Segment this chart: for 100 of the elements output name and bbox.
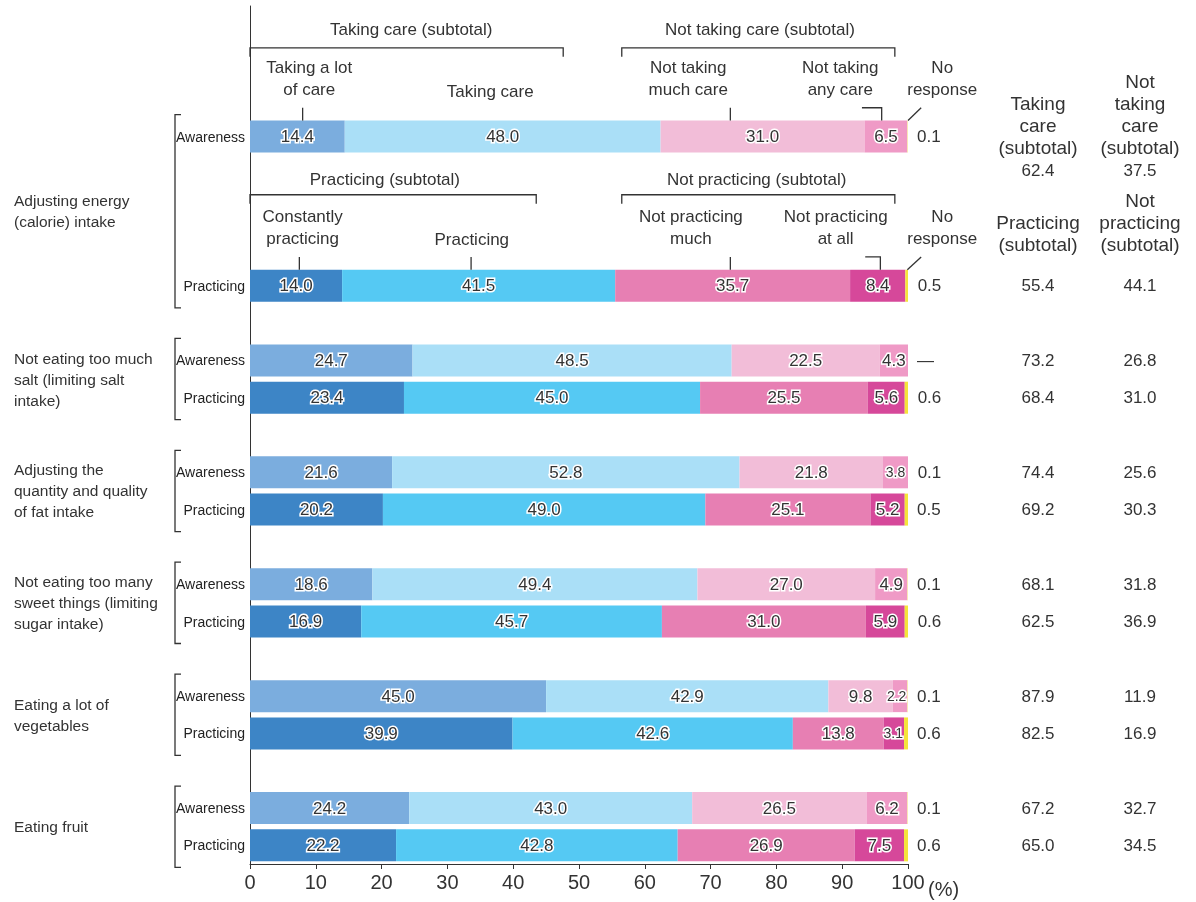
data-label: 14.4 [280,127,314,147]
data-label: 43.0 [534,798,568,818]
data-label: 5.2 [875,500,900,520]
data-label: 0.6 [917,388,942,408]
bar [905,269,908,302]
data-label: 8.4 [865,276,890,296]
data-label: 3.8 [885,464,906,481]
text: 55.4 [1021,276,1055,296]
text: Not eating too many sweet things (limiting sugar intake) [14,573,158,633]
bar [382,493,706,526]
bar [344,120,661,153]
data-label: 26.5 [762,798,796,818]
text: 74.4 [1021,462,1055,482]
data-label: 45.7 [495,612,529,632]
data-label: 0.1 [917,574,941,594]
bar [250,717,513,750]
x-tick-label: 80 [765,871,788,893]
bar [904,605,908,638]
bar [409,792,693,825]
bar [512,717,793,750]
bar [250,829,397,862]
bar [250,792,410,825]
text: Taking care (subtotal) [998,92,1078,158]
text: Eating a lot of vegetables [14,695,110,734]
x-tick-label: 20 [370,871,393,893]
bar [904,717,908,750]
annotation: Not practicing much [638,207,743,249]
text: 44.1 [1123,276,1157,296]
x-axis-title: (%) [928,878,960,900]
data-label: 22.2 [306,835,340,855]
x-tick-label: 40 [502,871,525,893]
data-label: 22.5 [789,350,823,370]
annotation: No response [907,207,978,249]
data-label: 31.0 [747,612,781,632]
data-label: 42.9 [670,686,704,706]
data-label: 31.0 [746,127,780,147]
data-label: 13.8 [821,723,855,743]
y-tick-label: Practicing [183,277,245,294]
bar [412,344,732,377]
data-label: 6.5 [874,127,898,147]
text: 31.8 [1123,574,1157,594]
text: 65.0 [1021,835,1055,855]
text: 37.5 [1123,160,1157,180]
annotation: Not taking much care [648,58,728,100]
bar [731,344,880,377]
bar [739,456,883,489]
bar [615,269,851,302]
x-tick-label: 30 [436,871,459,893]
data-label: 0.6 [917,612,942,632]
x-tick-label: 10 [304,871,327,893]
x-tick-label: 90 [831,871,854,893]
bar [250,680,547,713]
y-tick-label: Practicing [183,837,245,854]
bar [250,456,393,489]
bar [546,680,829,713]
text: 31.0 [1123,388,1157,408]
text: 87.9 [1021,686,1055,706]
bar [361,605,662,638]
data-label: 18.6 [294,574,328,594]
annotation: Not practicing (subtotal) [666,169,847,189]
data-label: 0.5 [917,500,941,520]
data-label: 41.5 [462,276,496,296]
data-label: 23.4 [310,388,344,408]
data-label: 16.9 [289,612,323,632]
data-label: 45.0 [381,686,415,706]
y-tick-label: Awareness [175,688,245,705]
data-label: 9.8 [848,686,873,706]
data-label: 5.9 [873,612,898,632]
text: 62.5 [1021,612,1055,632]
text: 34.5 [1123,835,1157,855]
text: Practicing (subtotal) [996,212,1080,256]
bar [904,493,908,526]
data-label: 52.8 [549,462,583,482]
data-label: 42.6 [636,723,670,743]
text: 36.9 [1123,612,1157,632]
annotation: Taking care (subtotal) [329,20,493,40]
y-tick-label: Awareness [175,576,245,593]
data-label: 14.0 [279,276,313,296]
data-label: 45.0 [535,388,569,408]
y-tick-label: Practicing [183,501,245,518]
x-tick-label: 0 [244,871,256,893]
data-label: 20.2 [299,500,333,520]
y-tick-label: Practicing [183,389,245,406]
bar [342,269,616,302]
text: — [917,350,934,370]
annotation: Not taking any care [801,58,879,100]
bar [392,456,740,489]
annotation: Taking care [446,82,534,102]
bar [372,568,698,601]
data-label: 0.6 [917,723,941,743]
data-label: 21.6 [304,462,338,482]
bar [250,344,413,377]
data-label: 3.1 [883,725,904,742]
data-label: 24.7 [314,350,348,370]
data-label: 4.9 [879,574,904,594]
x-tick-label: 50 [567,871,591,893]
data-label: 2.2 [886,688,907,705]
data-label: 35.7 [716,276,750,296]
bar [692,792,867,825]
data-label: 49.4 [518,574,552,594]
